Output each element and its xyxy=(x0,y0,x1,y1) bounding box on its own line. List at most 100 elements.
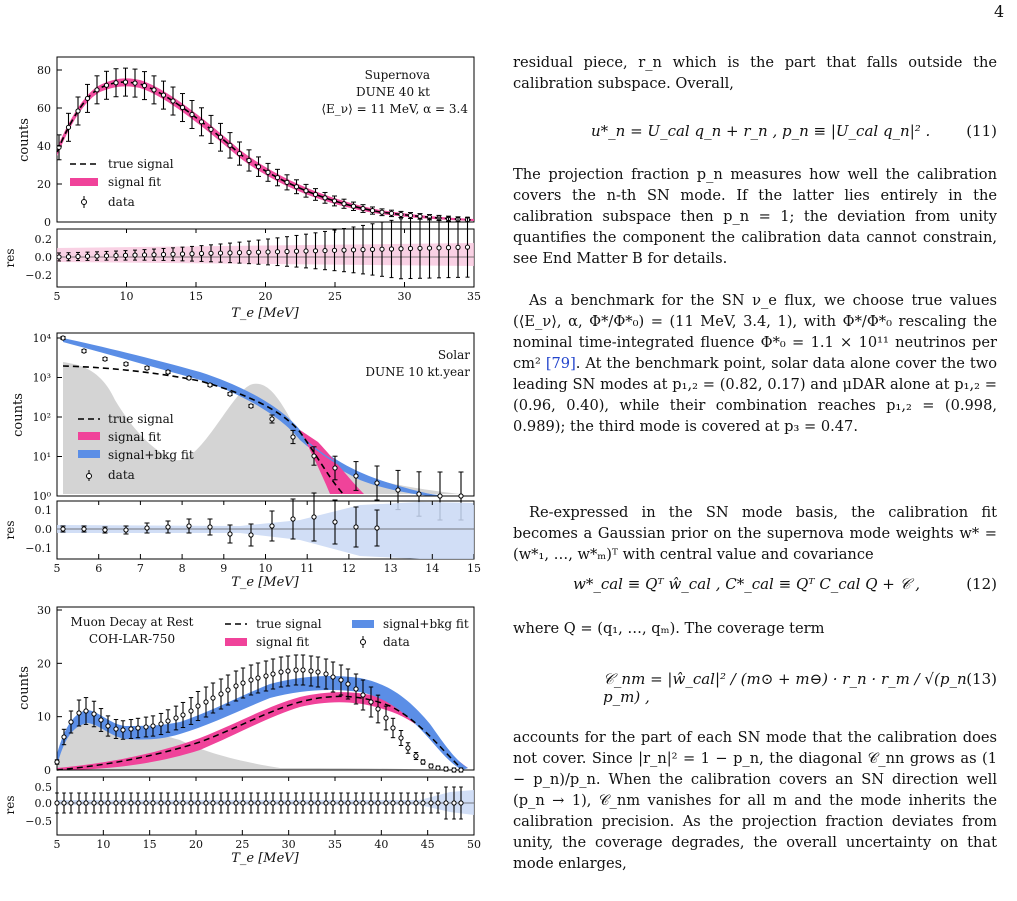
muon-res-point xyxy=(143,800,149,806)
supernova-panel: 0 20 40 60 80 counts Supernova DUNE 40 kt ⟨E… xyxy=(3,56,481,321)
supernova-res-point xyxy=(65,254,72,260)
muon-data-point xyxy=(105,723,111,729)
muon-res-point xyxy=(308,800,314,806)
muon-data-point xyxy=(120,727,126,733)
muon-legend-fit: signal fit xyxy=(256,635,309,649)
muon-res-point xyxy=(240,800,246,806)
y-tick-label: 10¹ xyxy=(33,451,51,464)
solar-res-point xyxy=(102,527,108,533)
solar-true-signal-line xyxy=(62,365,346,497)
muon-res-point xyxy=(135,800,141,806)
paragraph-coverage-intro: where Q = (q₁, …, qₘ). The coverage term xyxy=(513,620,825,637)
solar-data-points xyxy=(60,335,464,521)
solar-legend-data: data xyxy=(108,468,135,482)
muon-data-point xyxy=(68,719,74,725)
muon-res-point xyxy=(61,800,67,806)
muon-res-point xyxy=(270,800,276,806)
supernova-res-point xyxy=(350,247,357,253)
supernova-res-point xyxy=(464,244,471,250)
x-tick-label: 45 xyxy=(421,838,435,851)
supernova-data-point xyxy=(236,150,243,157)
paragraph-projection: The projection fraction p_n measures how… xyxy=(513,166,997,267)
paragraph-coverage-explained: accounts for the part of each SN mode th… xyxy=(513,729,997,872)
solar-legend-title: Solar xyxy=(438,348,470,362)
solar-data-point xyxy=(395,487,401,493)
solar-data-point xyxy=(123,361,129,367)
x-tick-label: 35 xyxy=(467,290,481,303)
muon-legend-detector: COH-LAR-750 xyxy=(89,632,175,646)
x-tick-label: 10 xyxy=(96,838,110,851)
muon-data-point xyxy=(158,721,164,727)
supernova-data-point xyxy=(84,95,91,102)
muon-data-point xyxy=(270,671,276,677)
muon-data-point xyxy=(218,691,224,697)
solar-data-point xyxy=(416,491,422,497)
muon-legend-true: true signal xyxy=(256,617,322,631)
x-tick-label: 25 xyxy=(235,838,249,851)
supernova-data-point xyxy=(227,142,233,148)
muon-data-point xyxy=(188,708,194,714)
solar-background xyxy=(63,362,460,494)
muon-data-point xyxy=(368,699,374,705)
supernova-data-point xyxy=(141,83,148,89)
muon-res-point xyxy=(68,800,74,806)
solar-data-point xyxy=(269,416,275,422)
supernova-res-point xyxy=(198,250,205,257)
citation-link[interactable]: [79] xyxy=(545,355,576,372)
muon-res-point xyxy=(83,800,89,806)
solar-data-point xyxy=(227,391,233,397)
supernova-res-point xyxy=(255,249,262,255)
supernova-res-point xyxy=(113,252,119,259)
muon-res-point xyxy=(128,800,134,806)
solar-res-point xyxy=(290,516,296,522)
supernova-data-point xyxy=(312,191,319,198)
supernova-res-point xyxy=(445,245,452,251)
supernova-legend-title: Supernova xyxy=(365,68,430,82)
supernova-res-point xyxy=(170,251,176,257)
supernova-res-point xyxy=(246,249,252,255)
supernova-res-point xyxy=(284,248,290,255)
solar-main-frame xyxy=(56,332,475,497)
muon-data-point xyxy=(165,718,171,724)
solar-data-point xyxy=(165,369,171,375)
solar-data-point xyxy=(437,493,443,499)
muon-data-point xyxy=(263,673,269,679)
supernova-data-point xyxy=(350,203,357,209)
supernova-data-point xyxy=(407,212,414,219)
equation-13: 𝒞_nm = |ŵ_cal|² / (m⊙ + m⊖) · r_n · r_m … xyxy=(603,670,997,706)
muon-panel: 0 10 20 30 counts Muon Decay at Rest COH-LA… xyxy=(3,604,481,866)
muon-data-point xyxy=(83,708,89,714)
supernova-res-point xyxy=(322,247,328,254)
muon-data-point xyxy=(360,692,366,698)
supernova-res-point xyxy=(407,245,414,252)
y-tick-label: 20 xyxy=(37,657,51,670)
supernova-res-point xyxy=(227,250,233,256)
svg-text:−0.2: −0.2 xyxy=(25,269,52,282)
supernova-data-points xyxy=(56,67,471,223)
muon-res-point xyxy=(428,800,434,806)
muon-data-point xyxy=(143,724,149,730)
x-tick-label: 50 xyxy=(467,838,481,851)
muon-data-point xyxy=(173,715,179,721)
muon-res-point xyxy=(435,800,441,806)
muon-res-point xyxy=(54,800,60,806)
muon-res-point xyxy=(263,800,269,806)
y-tick-label: 40 xyxy=(37,140,51,153)
muon-main-frame xyxy=(56,606,475,771)
supernova-res-point xyxy=(122,252,129,258)
muon-res-point xyxy=(98,800,104,806)
x-tick-label: 7 xyxy=(137,562,144,575)
muon-res-point xyxy=(451,800,457,806)
muon-res-point xyxy=(383,800,389,806)
supernova-data-point xyxy=(331,198,338,204)
muon-res-point xyxy=(218,800,224,806)
muon-res-point xyxy=(91,800,97,806)
muon-res-point xyxy=(285,800,291,806)
muon-res-point xyxy=(255,800,261,806)
supernova-res-point xyxy=(265,249,271,255)
supernova-res-point xyxy=(417,245,423,251)
x-tick-label: 25 xyxy=(328,290,342,303)
supernova-data-point xyxy=(322,195,328,201)
muon-res-point xyxy=(188,800,194,806)
equation-12: w*_cal ≡ Qᵀ ŵ_cal , C*_cal ≡ Qᵀ C_cal Q … xyxy=(573,575,997,593)
